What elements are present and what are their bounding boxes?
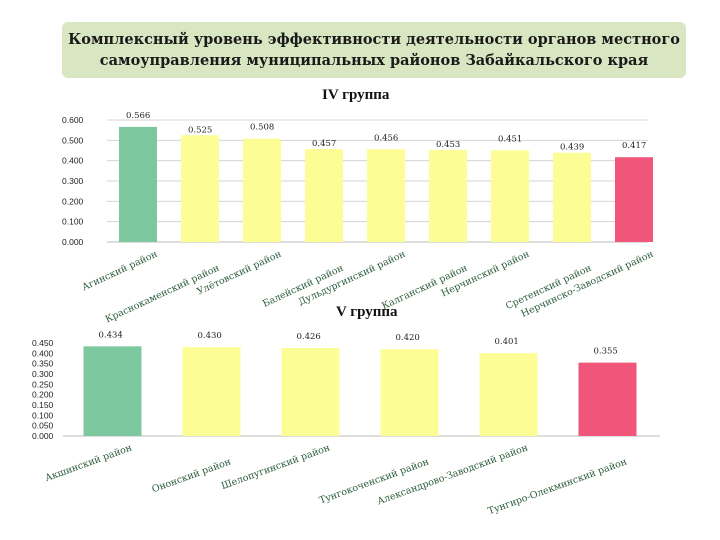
value-label-iv-3: 0.457 [312,139,336,149]
value-label-iv-2: 0.508 [250,123,274,133]
category-label-v-5: Тунгиро-Олекминский район [487,456,629,517]
y-tick-label-iv-1: 0.100 [62,217,84,227]
bar-iv-1 [181,135,219,242]
y-tick-label-iv-2: 0.200 [62,196,84,206]
chart-title-box: Комплексный уровень эффективности деятел… [62,22,686,78]
y-tick-label-v-8: 0.400 [32,348,54,358]
value-label-iv-6: 0.451 [498,134,522,144]
category-label-v-0: Акшинский район [44,442,134,484]
value-label-iv-1: 0.525 [188,125,212,135]
category-label-v-1: Ононский район [151,456,233,495]
y-tick-label-iv-3: 0.300 [62,176,84,186]
bar-iv-5 [429,149,467,242]
y-tick-label-v-3: 0.150 [32,400,54,410]
group-v-title: V группа [336,304,398,320]
value-label-iv-5: 0.453 [436,140,460,150]
bar-v-0 [83,346,142,436]
value-label-v-1: 0.430 [198,331,222,341]
y-tick-label-iv-6: 0.600 [62,115,84,125]
bar-v-2 [281,347,340,436]
value-label-v-5: 0.355 [594,347,618,357]
value-label-v-4: 0.401 [495,337,519,347]
value-label-iv-0: 0.566 [126,111,150,121]
y-tick-label-v-5: 0.250 [32,379,54,389]
bar-iv-4 [367,149,405,242]
group-iv-title: IV группа [322,87,390,103]
y-tick-label-v-9: 0.450 [32,338,54,348]
y-tick-label-iv-0: 0.000 [62,237,84,247]
bar-iv-7 [553,152,591,242]
y-tick-label-v-0: 0.000 [32,431,54,441]
y-tick-label-v-7: 0.350 [32,359,54,369]
y-tick-label-v-2: 0.100 [32,410,54,420]
y-tick-label-iv-5: 0.500 [62,135,84,145]
category-label-v-2: Шелопугинский район [220,442,332,492]
value-label-v-2: 0.426 [297,332,321,342]
bar-v-1 [182,347,241,436]
bar-v-5 [578,362,637,436]
bar-iv-3 [305,149,343,242]
bar-iv-6 [491,150,529,242]
bar-v-3 [380,349,439,436]
bar-iv-8 [615,157,653,242]
value-label-iv-7: 0.439 [560,143,584,153]
chart-title: Комплексный уровень эффективности деятел… [68,31,680,69]
y-tick-label-iv-4: 0.400 [62,156,84,166]
value-label-iv-8: 0.417 [622,141,646,151]
category-label-v-3: Тунгокоченский район [318,456,431,506]
y-tick-label-v-4: 0.200 [32,390,54,400]
category-label-iv-0: Агинский район [80,249,159,294]
y-tick-label-v-6: 0.300 [32,369,54,379]
value-label-v-0: 0.434 [99,330,123,340]
value-label-iv-4: 0.456 [374,133,398,143]
bar-v-4 [479,353,538,436]
bar-iv-0 [119,126,157,242]
category-label-iv-8: Нерчинско-Заводский район [519,249,655,320]
y-tick-label-v-1: 0.050 [32,421,54,431]
value-label-v-3: 0.420 [396,333,420,343]
bar-iv-2 [243,138,281,242]
